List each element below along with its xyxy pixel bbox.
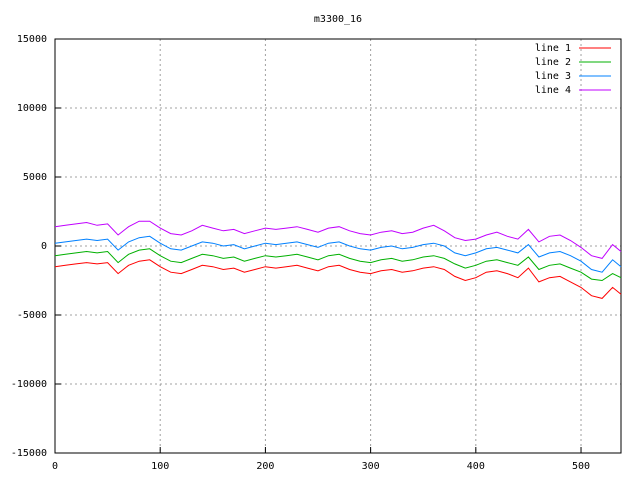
x-tick-label: 0	[52, 461, 58, 472]
series-line	[54, 235, 622, 273]
y-tick-label: 0	[41, 241, 47, 252]
y-tick-label: -15000	[11, 448, 47, 459]
x-tick-label: 300	[362, 461, 380, 472]
legend-label: line 3	[535, 71, 571, 82]
y-tick-label: 10000	[17, 103, 47, 114]
y-tick-label: -10000	[11, 379, 47, 390]
legend-label: line 2	[535, 57, 571, 68]
series-line	[54, 248, 622, 282]
legend-label: line 1	[535, 43, 571, 54]
x-tick-label: 200	[256, 461, 274, 472]
y-tick-label: 15000	[17, 34, 47, 45]
y-tick-label: 5000	[23, 172, 47, 183]
series-line	[54, 220, 622, 259]
x-tick-label: 500	[572, 461, 590, 472]
x-tick-label: 100	[151, 461, 169, 472]
legend-label: line 4	[535, 85, 571, 96]
plot-frame	[54, 38, 622, 454]
series-line	[54, 259, 622, 299]
chart-title: m3300_16	[314, 14, 362, 25]
x-tick-label: 400	[467, 461, 485, 472]
y-tick-label: -5000	[17, 310, 47, 321]
